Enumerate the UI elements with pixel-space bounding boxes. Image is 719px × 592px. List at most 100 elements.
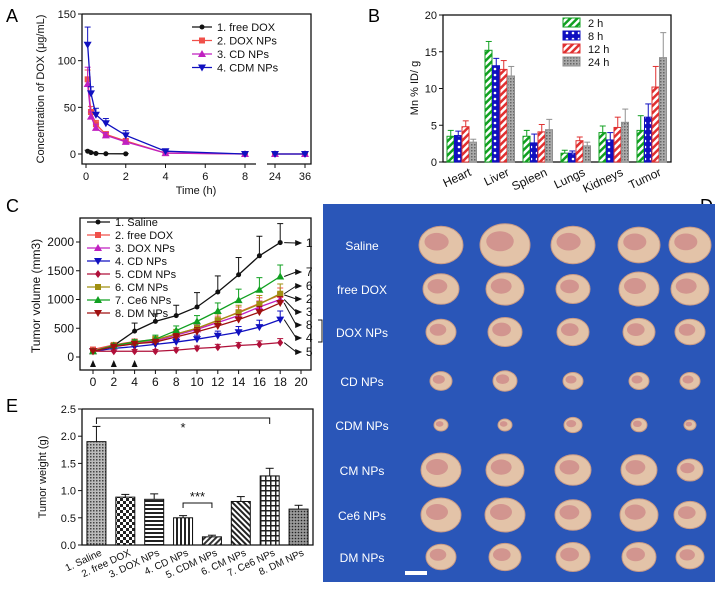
data-point-c bbox=[277, 291, 283, 297]
panel-label-c: C bbox=[6, 196, 19, 216]
series-line-a bbox=[88, 84, 245, 154]
data-point-c bbox=[257, 253, 262, 258]
bar-e bbox=[260, 476, 279, 545]
y-tick-label-b: 5 bbox=[431, 120, 437, 132]
legend-label-a: 3. CD NPs bbox=[217, 49, 269, 61]
x-tick-label-a: 4 bbox=[162, 171, 168, 183]
y-tick-label-e: 0.5 bbox=[61, 513, 76, 525]
tumor-vessel bbox=[426, 459, 448, 475]
bar-b bbox=[493, 66, 500, 162]
panel-label-b: B bbox=[368, 6, 380, 26]
y-tick-label-a: 50 bbox=[64, 102, 76, 114]
data-point-c bbox=[278, 240, 283, 245]
tumor-vessel bbox=[493, 548, 511, 561]
tumor-vessel bbox=[425, 233, 449, 251]
tumor-vessel bbox=[500, 421, 508, 427]
tumor-vessel bbox=[428, 279, 448, 293]
end-arrow-head-icon bbox=[295, 335, 302, 341]
data-point-a bbox=[88, 150, 93, 155]
data-point-c bbox=[195, 304, 200, 309]
scale-bar bbox=[405, 571, 427, 575]
legend-marker-a bbox=[199, 38, 205, 44]
legend-label-a: 4. CDM NPs bbox=[217, 63, 279, 75]
bar-e bbox=[174, 518, 193, 545]
bar-e bbox=[116, 497, 135, 545]
x-tick-label-c: 12 bbox=[211, 375, 225, 389]
y-tick-label-a: 150 bbox=[58, 9, 76, 21]
x-tick-label-b: Spleen bbox=[509, 165, 549, 193]
legend-label-a: 2. DOX NPs bbox=[217, 36, 277, 48]
x-tick-label-a: 2 bbox=[123, 171, 129, 183]
tumor-vessel bbox=[566, 420, 576, 427]
x-tick-label-a: 8 bbox=[242, 171, 248, 183]
data-point-c bbox=[215, 290, 220, 295]
data-point-c bbox=[277, 339, 283, 347]
data-point-a bbox=[102, 120, 110, 127]
legend-marker-c bbox=[95, 232, 101, 238]
y-tick-label-e: 0.0 bbox=[61, 540, 76, 552]
tumor-vessel bbox=[560, 460, 580, 474]
bar-b bbox=[569, 153, 576, 162]
tumor-vessel bbox=[683, 376, 694, 384]
bar-b bbox=[447, 136, 454, 162]
photo-row-label: free DOX bbox=[337, 283, 387, 297]
tumor-vessel bbox=[623, 233, 646, 250]
bar-b bbox=[546, 130, 553, 162]
bar-e bbox=[231, 501, 250, 545]
tumor-vessel bbox=[626, 548, 645, 562]
tumor-vessel bbox=[627, 323, 645, 336]
y-axis-label-b: Mn % ID/ g bbox=[409, 61, 421, 115]
tumor-vessel bbox=[633, 421, 642, 427]
y-tick-label-c: 500 bbox=[54, 321, 74, 335]
legend-swatch-b bbox=[563, 18, 580, 27]
end-label-c: 4 bbox=[306, 331, 313, 345]
x-tick-label-b: Kidneys bbox=[581, 165, 626, 196]
bar-b bbox=[508, 76, 515, 162]
tumor-vessel bbox=[557, 233, 581, 251]
y-tick-label-b: 0 bbox=[431, 157, 437, 169]
x-tick-label-c: 20 bbox=[294, 375, 308, 389]
photo-row-label: DM NPs bbox=[340, 551, 385, 565]
bar-e bbox=[289, 509, 308, 545]
tumor-vessel bbox=[560, 280, 579, 294]
x-tick-label-c: 8 bbox=[173, 375, 180, 389]
legend-label-b: 12 h bbox=[588, 44, 609, 56]
legend-swatch-b bbox=[563, 57, 580, 66]
data-point-a bbox=[93, 151, 98, 156]
legend-label-c: 5. CDM NPs bbox=[115, 269, 177, 281]
x-tick-label-a: 24 bbox=[269, 171, 281, 183]
tumor-vessel bbox=[632, 376, 643, 384]
y-tick-label-a: 0 bbox=[70, 149, 76, 161]
x-tick-label-a: 0 bbox=[83, 171, 89, 183]
tumor-vessel bbox=[430, 549, 447, 561]
y-axis-label-a: Concentration of DOX (μg/mL) bbox=[35, 15, 47, 164]
tumor-vessel bbox=[560, 548, 579, 562]
end-label-c: 8 bbox=[306, 318, 313, 332]
x-tick-label-b: Heart bbox=[441, 165, 474, 190]
legend-label-c: 6. CM NPs bbox=[115, 282, 169, 294]
data-point-c bbox=[193, 317, 201, 324]
data-point-c bbox=[276, 300, 284, 307]
bar-b bbox=[561, 153, 568, 162]
data-point-c bbox=[132, 347, 138, 355]
tumor-vessel bbox=[496, 374, 509, 384]
tumor-vessel bbox=[566, 376, 577, 384]
x-tick-label-a: 36 bbox=[299, 171, 311, 183]
tumor-vessel bbox=[625, 505, 646, 520]
bar-e bbox=[202, 537, 221, 545]
data-point-c bbox=[174, 313, 179, 318]
x-tick-label-c: 4 bbox=[131, 375, 138, 389]
tumor-vessel bbox=[680, 549, 695, 560]
x-tick-label-a: 6 bbox=[202, 171, 208, 183]
end-arrow-head-icon bbox=[295, 283, 302, 289]
tumor-vessel bbox=[436, 421, 444, 427]
bar-b bbox=[660, 58, 667, 162]
legend-label-c: 3. DOX NPs bbox=[115, 243, 175, 255]
legend-label-c: 7. Ce6 NPs bbox=[115, 295, 172, 307]
y-tick-label-c: 1000 bbox=[47, 293, 74, 307]
legend-swatch-b bbox=[563, 31, 580, 40]
